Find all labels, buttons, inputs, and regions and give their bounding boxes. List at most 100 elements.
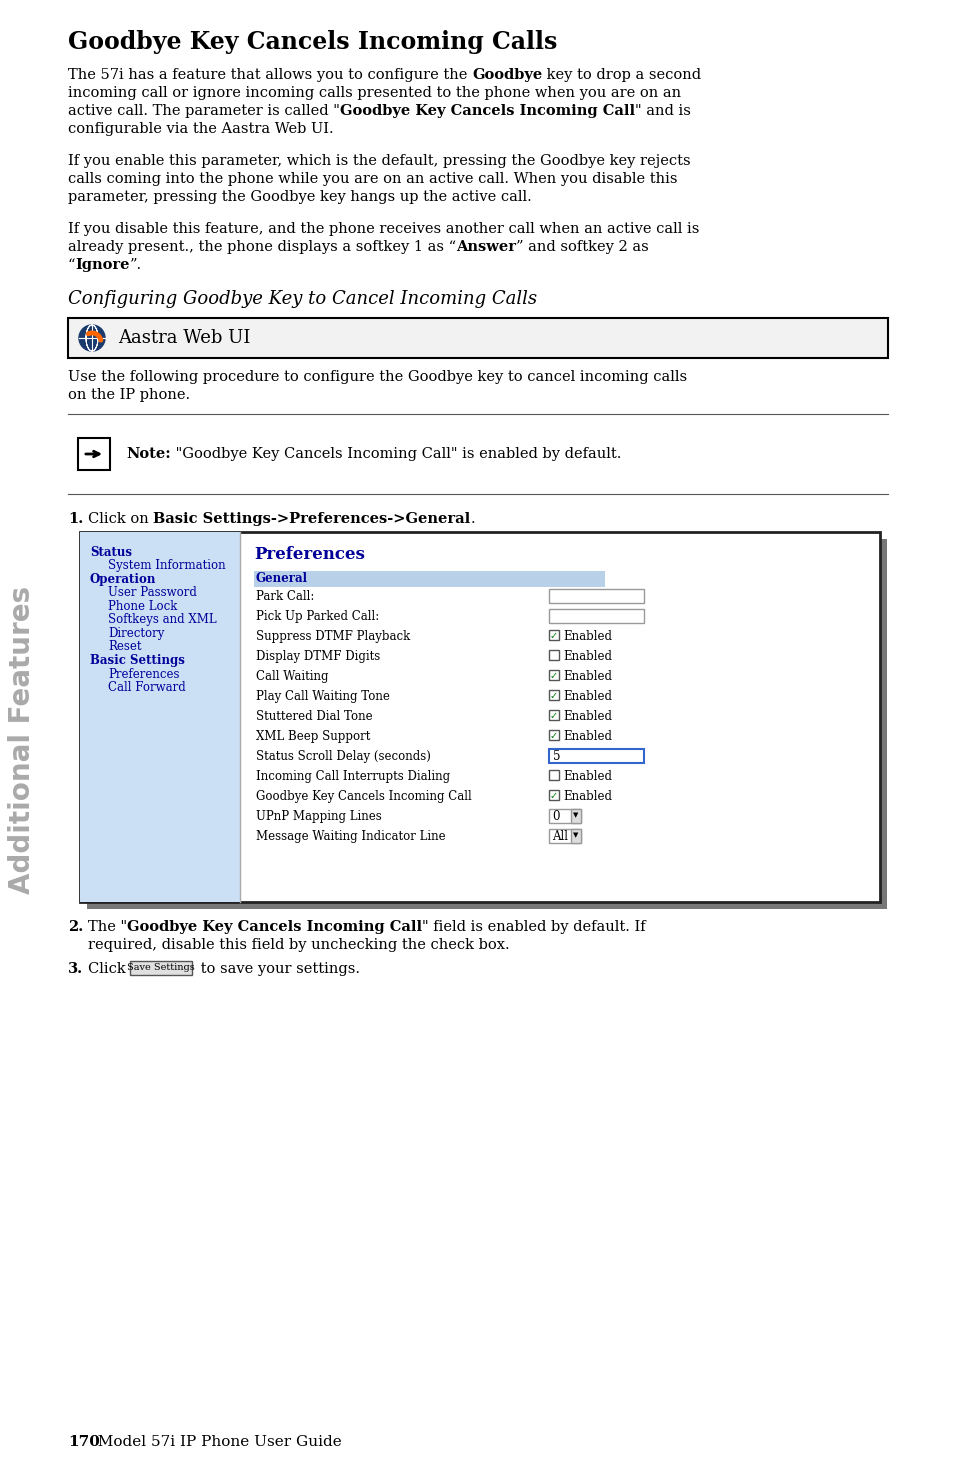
Text: Aastra Web UI: Aastra Web UI — [118, 329, 250, 347]
FancyBboxPatch shape — [80, 532, 240, 903]
Text: General: General — [255, 572, 308, 586]
Text: ✓: ✓ — [550, 791, 558, 801]
Text: If you disable this feature, and the phone receives another call when an active : If you disable this feature, and the pho… — [68, 223, 699, 236]
Text: " field is enabled by default. If: " field is enabled by default. If — [422, 920, 645, 934]
Text: Call Forward: Call Forward — [108, 681, 186, 695]
Text: 170: 170 — [68, 1435, 100, 1448]
Text: active call. The parameter is called ": active call. The parameter is called " — [68, 105, 339, 118]
Text: Operation: Operation — [90, 572, 156, 586]
Text: Status Scroll Delay (seconds): Status Scroll Delay (seconds) — [255, 749, 431, 763]
Text: calls coming into the phone while you are on an active call. When you disable th: calls coming into the phone while you ar… — [68, 173, 677, 186]
Text: Phone Lock: Phone Lock — [108, 600, 177, 614]
Text: .: . — [470, 512, 475, 527]
Circle shape — [79, 324, 105, 351]
Text: "Goodbye Key Cancels Incoming Call" is enabled by default.: "Goodbye Key Cancels Incoming Call" is e… — [171, 447, 620, 462]
Text: Note:: Note: — [126, 447, 171, 462]
Text: ”.: ”. — [130, 258, 142, 271]
Text: ✓: ✓ — [550, 732, 558, 740]
Text: Incoming Call Interrupts Dialing: Incoming Call Interrupts Dialing — [255, 770, 450, 783]
Text: Click on: Click on — [88, 512, 153, 527]
Text: Save Settings: Save Settings — [128, 963, 195, 972]
FancyBboxPatch shape — [253, 571, 604, 587]
Text: Play Call Waiting Tone: Play Call Waiting Tone — [255, 690, 390, 704]
Text: Enabled: Enabled — [562, 709, 612, 723]
FancyBboxPatch shape — [80, 532, 879, 903]
Text: Use the following procedure to configure the Goodbye key to cancel incoming call: Use the following procedure to configure… — [68, 370, 686, 384]
Text: Additional Features: Additional Features — [8, 586, 36, 894]
FancyBboxPatch shape — [548, 690, 558, 701]
Text: Answer: Answer — [456, 240, 516, 254]
Text: Ignore: Ignore — [75, 258, 130, 271]
FancyBboxPatch shape — [548, 808, 580, 823]
Text: Display DTMF Digits: Display DTMF Digits — [255, 650, 380, 662]
Text: 5: 5 — [553, 749, 560, 763]
Text: Status: Status — [90, 546, 132, 559]
FancyBboxPatch shape — [548, 770, 558, 780]
FancyBboxPatch shape — [571, 808, 580, 823]
Text: Goodbye: Goodbye — [472, 68, 541, 83]
FancyBboxPatch shape — [548, 749, 643, 763]
FancyBboxPatch shape — [68, 319, 887, 358]
Text: Configuring Goodbye Key to Cancel Incoming Calls: Configuring Goodbye Key to Cancel Incomi… — [68, 291, 537, 308]
Text: " and is: " and is — [635, 105, 690, 118]
Text: Goodbye Key Cancels Incoming Calls: Goodbye Key Cancels Incoming Calls — [68, 30, 557, 55]
Text: Park Call:: Park Call: — [255, 590, 314, 603]
Text: UPnP Mapping Lines: UPnP Mapping Lines — [255, 810, 381, 823]
Text: Pick Up Parked Call:: Pick Up Parked Call: — [255, 611, 379, 622]
Text: required, disable this field by unchecking the check box.: required, disable this field by unchecki… — [88, 938, 509, 951]
Text: ✓: ✓ — [550, 671, 558, 681]
Text: User Password: User Password — [108, 587, 196, 599]
FancyBboxPatch shape — [548, 589, 643, 603]
Text: to save your settings.: to save your settings. — [196, 962, 360, 976]
Text: The ": The " — [88, 920, 127, 934]
Text: on the IP phone.: on the IP phone. — [68, 388, 190, 403]
Text: 1.: 1. — [68, 512, 83, 527]
Text: Goodbye Key Cancels Incoming Call: Goodbye Key Cancels Incoming Call — [339, 105, 635, 118]
Text: 2.: 2. — [68, 920, 83, 934]
Text: ✓: ✓ — [550, 711, 558, 721]
Text: Enabled: Enabled — [562, 670, 612, 683]
FancyBboxPatch shape — [131, 962, 193, 975]
FancyBboxPatch shape — [548, 709, 558, 720]
Text: 0: 0 — [552, 810, 558, 823]
Text: Softkeys and XML: Softkeys and XML — [108, 614, 216, 627]
Text: Enabled: Enabled — [562, 730, 612, 743]
Text: key to drop a second: key to drop a second — [541, 68, 700, 83]
FancyBboxPatch shape — [548, 670, 558, 680]
Text: Enabled: Enabled — [562, 650, 612, 662]
Text: incoming call or ignore incoming calls presented to the phone when you are on an: incoming call or ignore incoming calls p… — [68, 86, 680, 100]
Text: Enabled: Enabled — [562, 770, 612, 783]
Text: Preferences: Preferences — [108, 668, 179, 680]
Text: “: “ — [68, 258, 75, 271]
Text: Suppress DTMF Playback: Suppress DTMF Playback — [255, 630, 410, 643]
Text: All: All — [552, 830, 567, 844]
Text: Stuttered Dial Tone: Stuttered Dial Tone — [255, 709, 373, 723]
Text: ✓: ✓ — [550, 631, 558, 642]
Text: If you enable this parameter, which is the default, pressing the Goodbye key rej: If you enable this parameter, which is t… — [68, 153, 690, 168]
Text: ✓: ✓ — [550, 690, 558, 701]
Text: Enabled: Enabled — [562, 690, 612, 704]
FancyBboxPatch shape — [548, 650, 558, 659]
Text: Model 57i IP Phone User Guide: Model 57i IP Phone User Guide — [88, 1435, 341, 1448]
Text: parameter, pressing the Goodbye key hangs up the active call.: parameter, pressing the Goodbye key hang… — [68, 190, 531, 204]
Text: Basic Settings: Basic Settings — [90, 653, 185, 667]
Text: Enabled: Enabled — [562, 630, 612, 643]
FancyBboxPatch shape — [87, 538, 886, 909]
Text: ▼: ▼ — [573, 813, 578, 819]
Text: Preferences: Preferences — [253, 546, 364, 563]
Text: ” and softkey 2 as: ” and softkey 2 as — [516, 240, 648, 254]
FancyBboxPatch shape — [548, 730, 558, 740]
Text: configurable via the Aastra Web UI.: configurable via the Aastra Web UI. — [68, 122, 334, 136]
FancyBboxPatch shape — [78, 438, 110, 471]
Text: System Information: System Information — [108, 559, 226, 572]
Text: Goodbye Key Cancels Incoming Call: Goodbye Key Cancels Incoming Call — [127, 920, 422, 934]
Text: ▼: ▼ — [573, 832, 578, 838]
Text: Call Waiting: Call Waiting — [255, 670, 328, 683]
Text: The 57i has a feature that allows you to configure the: The 57i has a feature that allows you to… — [68, 68, 472, 83]
FancyBboxPatch shape — [548, 630, 558, 640]
Text: Enabled: Enabled — [562, 791, 612, 802]
Text: Click: Click — [88, 962, 131, 976]
FancyBboxPatch shape — [548, 791, 558, 799]
Text: XML Beep Support: XML Beep Support — [255, 730, 370, 743]
Text: 3.: 3. — [68, 962, 83, 976]
